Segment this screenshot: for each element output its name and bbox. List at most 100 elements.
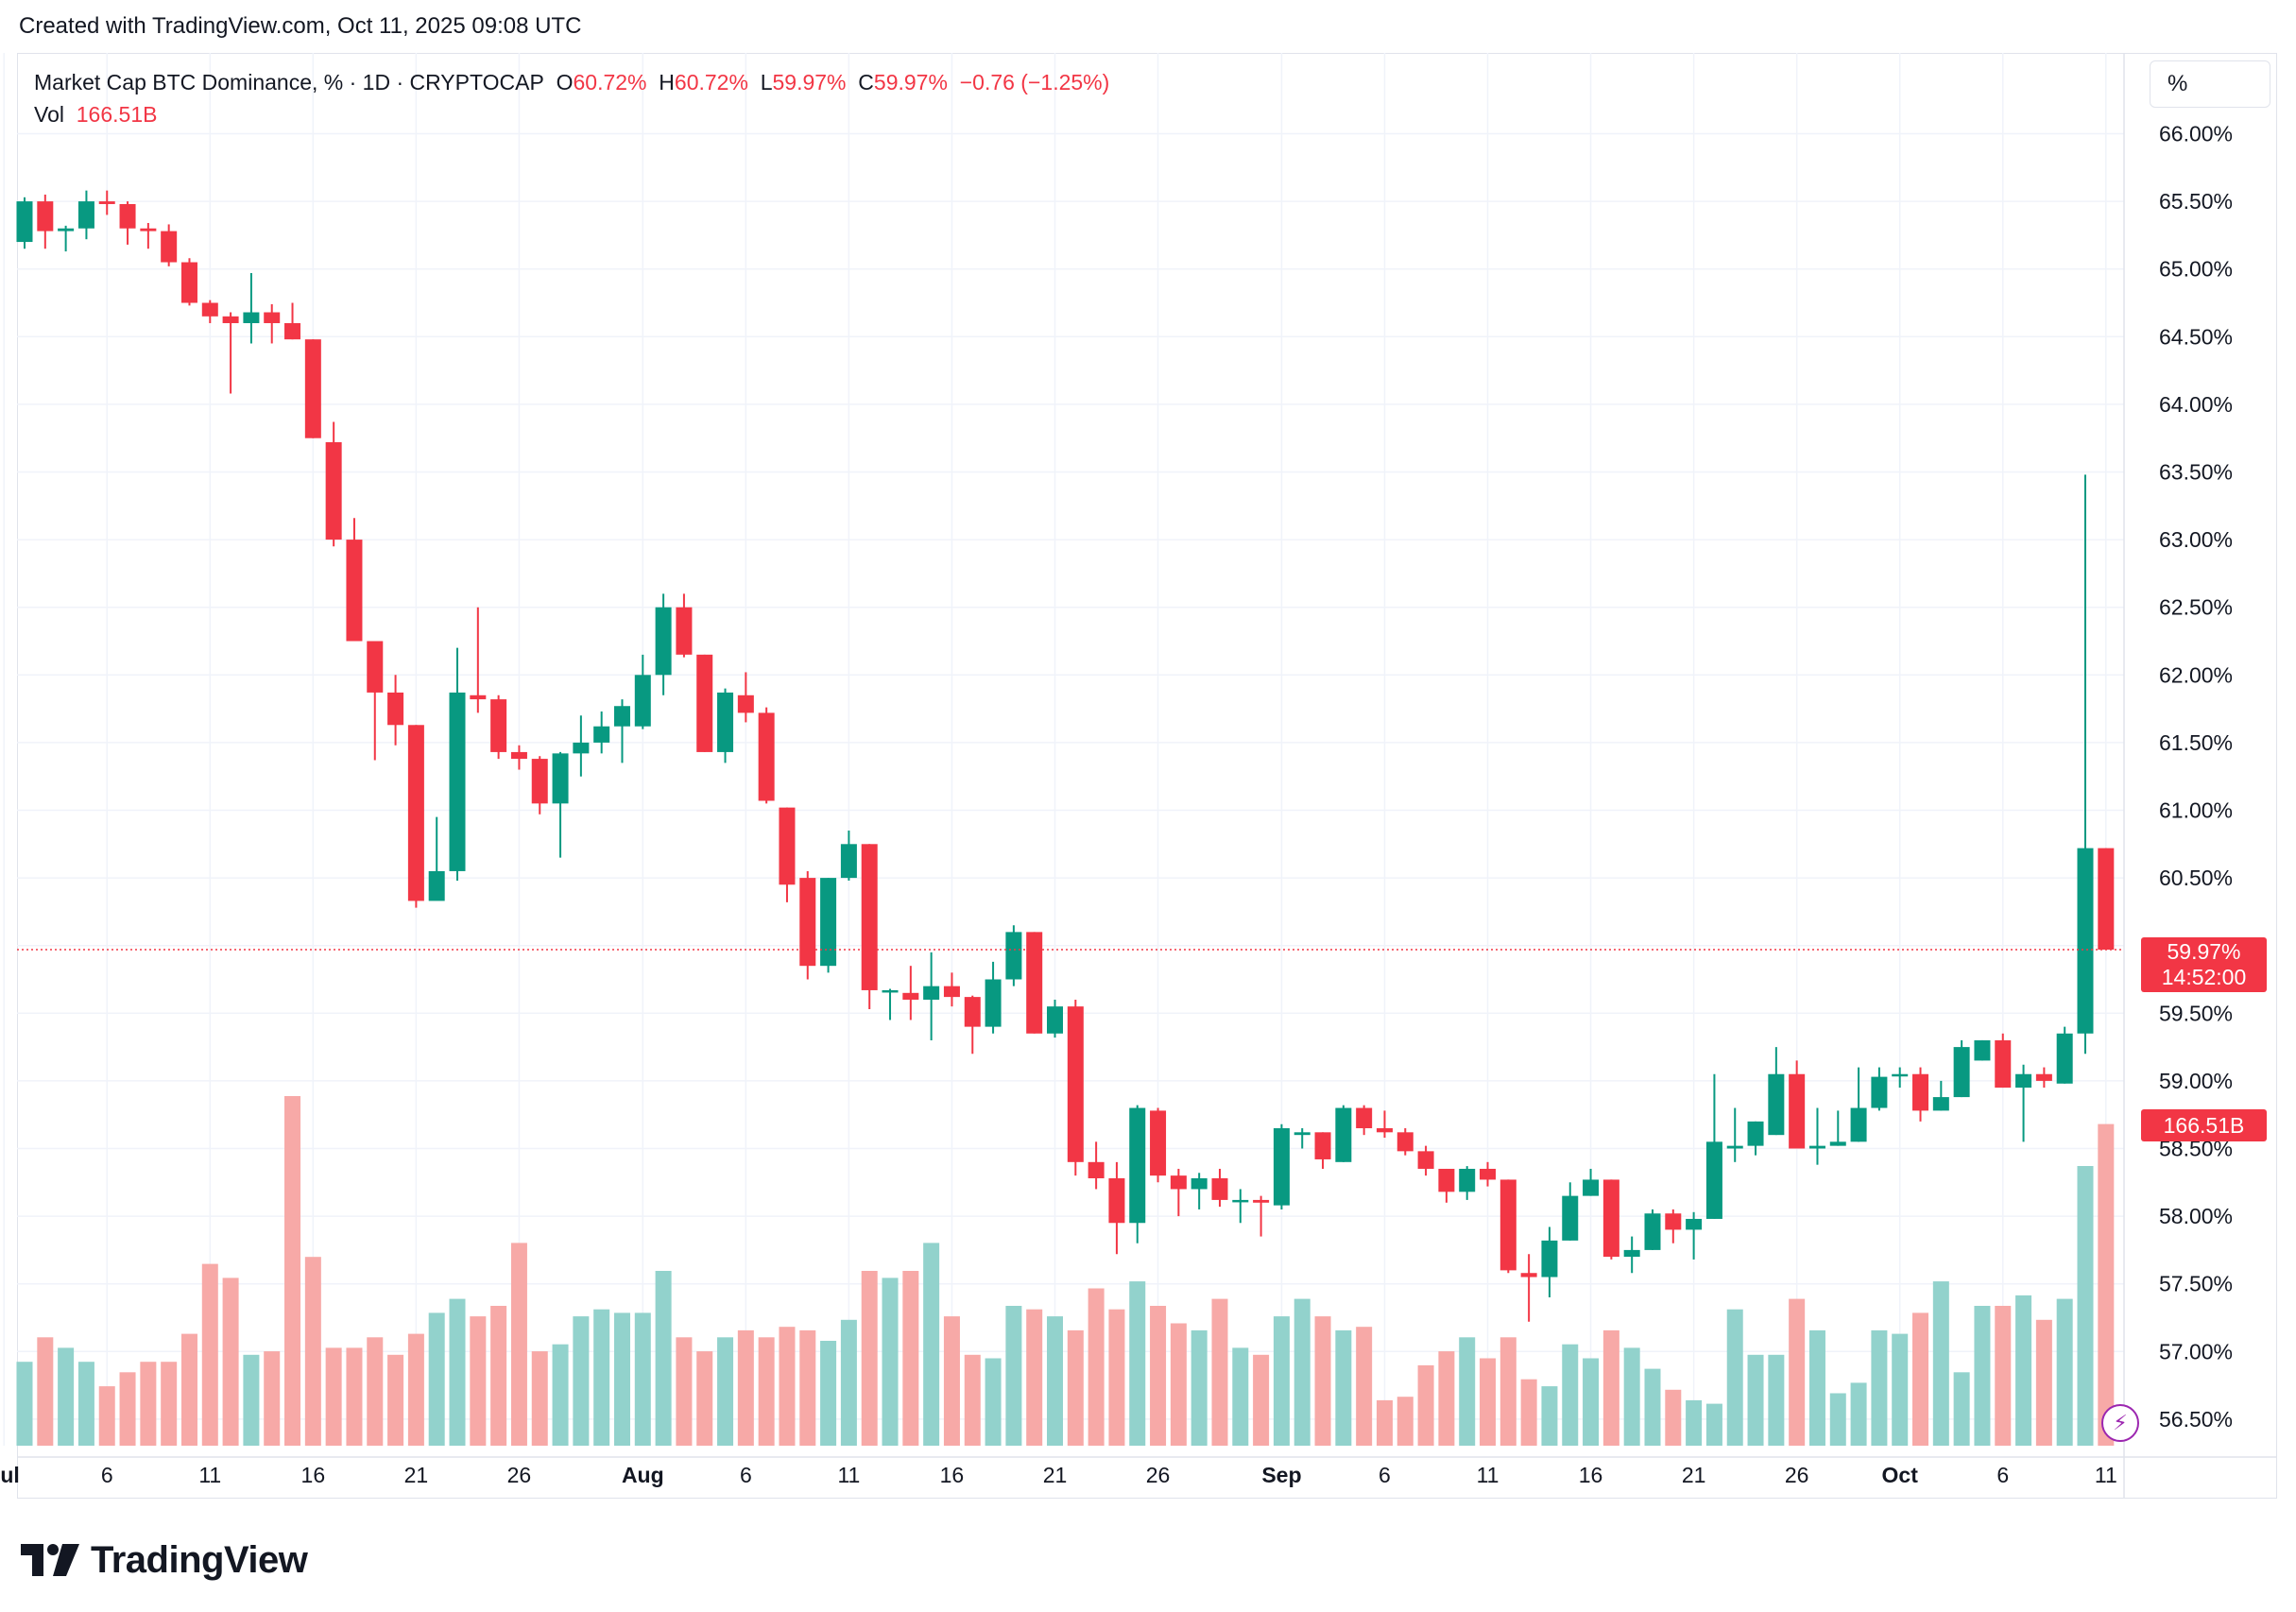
volume-bar	[16, 1362, 33, 1446]
x-tick-label: 21	[1043, 1463, 1068, 1487]
symbol-title[interactable]: Market Cap BTC Dominance, % · 1D · CRYPT…	[34, 70, 544, 94]
volume-bar	[1150, 1306, 1167, 1446]
y-tick-label: 63.50%	[2159, 460, 2233, 485]
y-tick-label: 64.00%	[2159, 392, 2233, 417]
volume-bar	[1768, 1354, 1785, 1446]
high-value: 60.72%	[674, 70, 748, 94]
candle-body	[1789, 1073, 1806, 1149]
tradingview-logo[interactable]: TradingView	[21, 1536, 308, 1584]
last-price-label: 59.97%	[2167, 939, 2241, 964]
volume-bar	[902, 1271, 919, 1446]
scale-unit-button[interactable]: %	[2150, 60, 2270, 108]
candle-body	[264, 312, 281, 323]
candle-body	[1335, 1107, 1352, 1162]
candle-body	[243, 312, 260, 323]
volume-bar	[1459, 1337, 1476, 1446]
x-tick-label: 11	[837, 1463, 860, 1487]
tradingview-wordmark: TradingView	[91, 1538, 308, 1581]
y-tick-label: 62.50%	[2159, 595, 2233, 620]
candle-body	[552, 753, 569, 804]
lightning-icon[interactable]: ⚡	[2101, 1404, 2139, 1442]
volume-bar	[37, 1337, 54, 1446]
low-value: 59.97%	[772, 70, 847, 94]
candle-body	[1026, 932, 1043, 1034]
y-tick-label: 56.50%	[2159, 1407, 2233, 1432]
volume-bar	[1480, 1358, 1497, 1446]
volume-bar	[1335, 1329, 1352, 1446]
volume-bar	[1892, 1333, 1909, 1446]
volume-bar	[634, 1312, 651, 1446]
volume-bar	[779, 1327, 796, 1446]
volume-bar	[98, 1386, 115, 1446]
volume-bar	[552, 1344, 569, 1446]
volume-bar	[923, 1243, 940, 1446]
volume-label[interactable]: Vol	[34, 102, 64, 127]
candle-body	[634, 675, 651, 727]
candle-body	[1583, 1179, 1600, 1196]
volume-bar	[1396, 1397, 1414, 1446]
x-tick-label: Oct	[1882, 1463, 1919, 1487]
volume-bar	[449, 1298, 466, 1446]
volume-bar	[613, 1312, 630, 1446]
volume-bar	[1974, 1306, 1991, 1446]
y-tick-label: 57.50%	[2159, 1272, 2233, 1296]
chart-frame[interactable]	[17, 53, 2277, 1499]
y-tick-label: 62.00%	[2159, 662, 2233, 687]
volume-bar	[1541, 1386, 1558, 1446]
candle-body	[16, 201, 33, 243]
candle-body	[1686, 1218, 1703, 1230]
volume-bar	[1026, 1309, 1043, 1446]
volume-bar	[470, 1316, 487, 1446]
volume-bar	[407, 1333, 424, 1446]
y-tick-label: 64.50%	[2159, 324, 2233, 349]
volume-bar	[201, 1263, 218, 1446]
y-tick-label: 65.50%	[2159, 189, 2233, 214]
volume-bar	[1623, 1347, 1640, 1446]
y-tick-label: 58.00%	[2159, 1204, 2233, 1228]
candle-body	[367, 641, 384, 693]
candle-body	[902, 992, 919, 1000]
candle-body	[882, 989, 899, 993]
high-label: H	[659, 70, 675, 94]
volume-bar	[325, 1347, 342, 1446]
candle-body	[1644, 1213, 1661, 1250]
volume-bar	[1747, 1354, 1764, 1446]
candle-body	[1665, 1213, 1682, 1230]
volume-bar	[676, 1337, 693, 1446]
volume-bar	[1273, 1316, 1290, 1446]
candle-body	[1211, 1178, 1228, 1200]
volume-bar	[243, 1354, 260, 1446]
volume-bar	[1995, 1306, 2012, 1446]
candle-body	[180, 262, 197, 303]
legend-volume-row: Vol 166.51B	[34, 98, 1109, 130]
last-price-badge: 59.97% 14:52:00	[2141, 937, 2267, 992]
x-tick-label: Sep	[1261, 1463, 1301, 1487]
created-with-text: Created with TradingView.com, Oct 11, 20…	[19, 13, 582, 39]
candle-body	[58, 228, 75, 232]
volume-bar	[717, 1337, 734, 1446]
candle-body	[799, 878, 816, 967]
volume-bar	[1808, 1329, 1825, 1446]
volume-bar	[1871, 1329, 1888, 1446]
open-label: O	[556, 70, 574, 94]
tradingview-mark-icon	[21, 1544, 79, 1576]
volume-bar	[264, 1351, 281, 1446]
candle-body	[655, 607, 672, 676]
candle-body	[1995, 1039, 2012, 1089]
y-tick-label: 57.00%	[2159, 1339, 2233, 1363]
candle-body	[820, 878, 837, 967]
candle-body	[717, 692, 734, 752]
candle-body	[1912, 1073, 1929, 1111]
volume-bar	[1829, 1393, 1846, 1446]
candle-body	[325, 441, 342, 540]
candle-body	[531, 759, 548, 804]
candle-body	[573, 742, 590, 754]
volume-bar	[1253, 1354, 1270, 1446]
volume-bar	[58, 1347, 75, 1446]
volume-bar	[387, 1354, 404, 1446]
volume-bar	[77, 1362, 94, 1446]
candle-body	[1705, 1141, 1722, 1219]
volume-bar	[758, 1337, 775, 1446]
volume-bar	[367, 1337, 384, 1446]
